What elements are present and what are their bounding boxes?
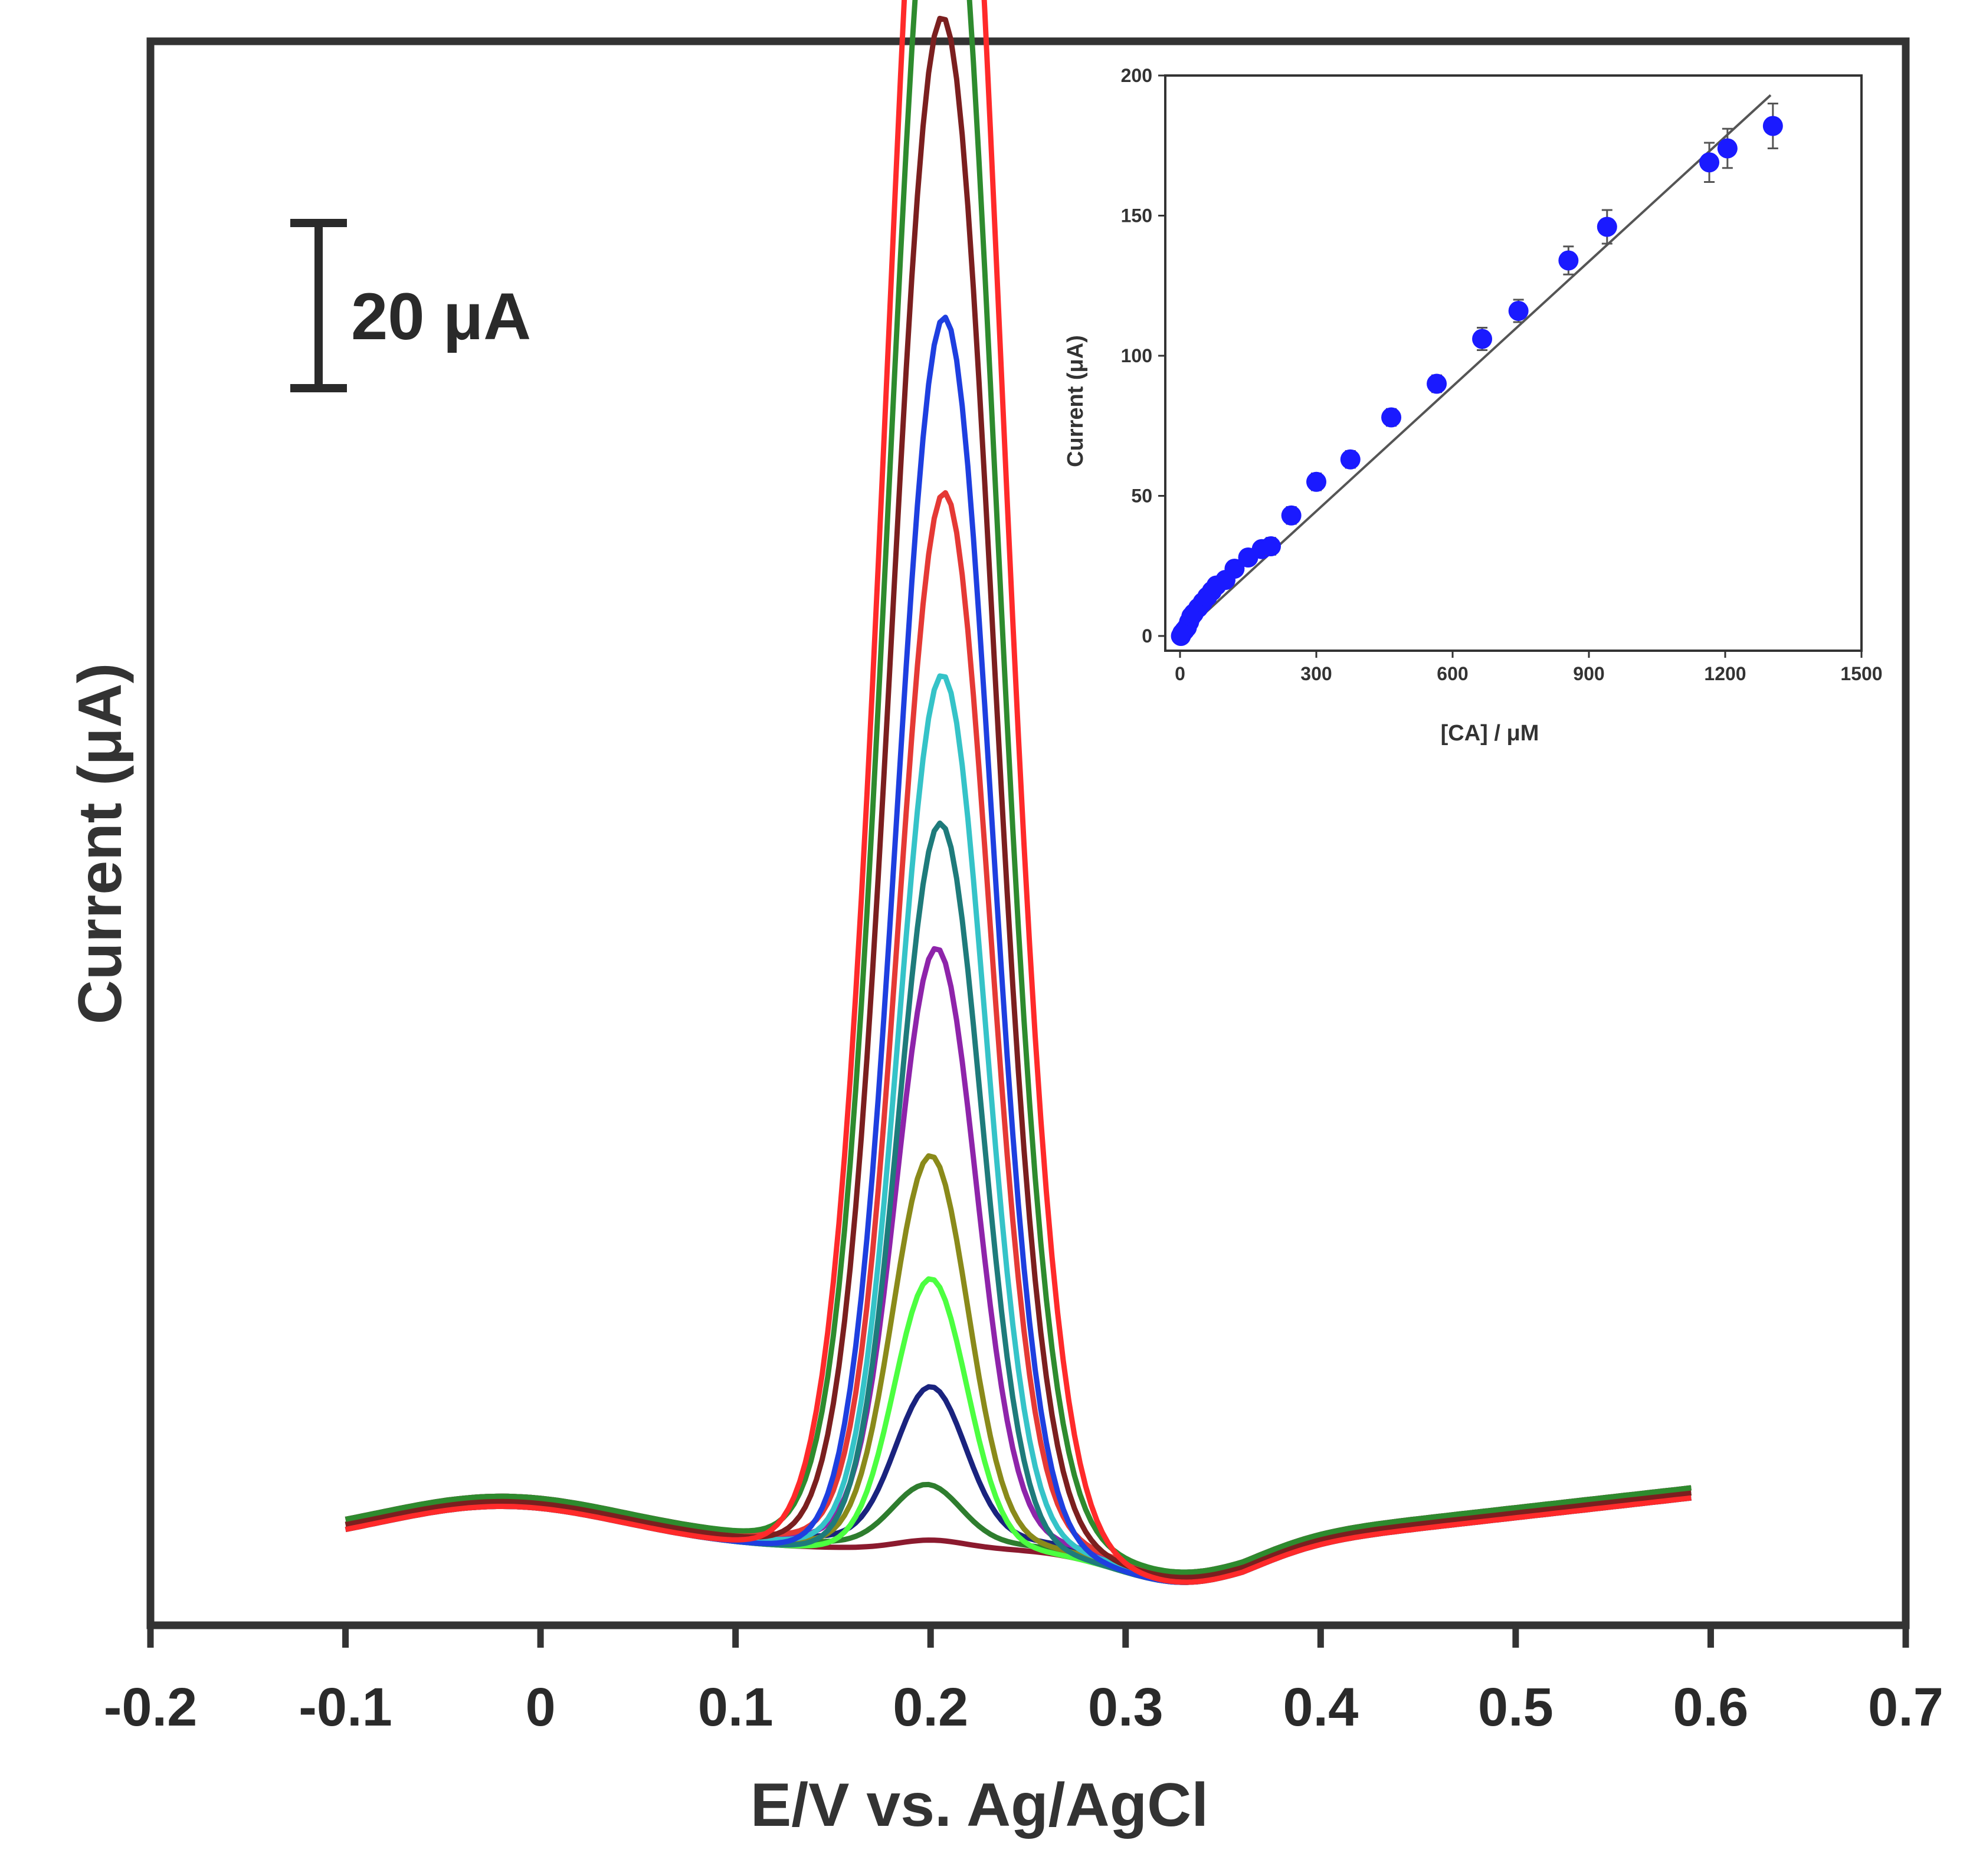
- data-point: [1597, 217, 1617, 237]
- data-point: [1472, 329, 1493, 349]
- data-point: [1281, 505, 1302, 526]
- main-x-tick-label: 0.3: [1088, 1677, 1164, 1737]
- data-point: [1558, 250, 1579, 271]
- inset-data-points: [1171, 103, 1783, 646]
- voltammogram-curve: [345, 0, 1692, 1575]
- main-x-tick-label: 0.7: [1868, 1677, 1943, 1737]
- main-x-tick-label: 0.2: [893, 1677, 968, 1737]
- data-point: [1508, 301, 1529, 321]
- inset-x-tick-label: 900: [1573, 663, 1604, 684]
- inset-plot-frame: [1164, 74, 1863, 652]
- inset-ticks: 0 300 600 900 1200 1500 0 50 100 150 200: [1121, 65, 1883, 684]
- scale-bar: 20 μA: [290, 219, 531, 392]
- main-x-tick-label: 0: [526, 1677, 556, 1737]
- inset-x-tick-label: 1500: [1840, 663, 1882, 684]
- inset-x-tick-label: 300: [1300, 663, 1332, 684]
- inset-y-axis-title: Current (μA): [1063, 335, 1088, 467]
- inset-x-tick-label: 600: [1437, 663, 1468, 684]
- main-x-axis-title: E/V vs. Ag/AgCl: [750, 1771, 1208, 1839]
- inset-y-tick-label: 150: [1121, 205, 1152, 227]
- main-x-tick-label: -0.2: [104, 1677, 198, 1737]
- main-x-tick-label: 0.5: [1478, 1677, 1554, 1737]
- inset-y-tick-label: 0: [1142, 625, 1152, 647]
- inset-x-tick-label: 1200: [1704, 663, 1746, 684]
- inset-y-tick-label: 50: [1131, 486, 1152, 507]
- main-x-ticks: -0.2 -0.1 0 0.1 0.2 0.3 0.4 0.5 0.6 0.7: [104, 1625, 1943, 1737]
- data-point: [1261, 536, 1281, 556]
- data-point: [1717, 138, 1738, 159]
- scale-bar-label: 20 μA: [351, 280, 531, 353]
- main-y-axis-title: Current (μA): [66, 663, 135, 1024]
- voltammogram-curve: [345, 15, 1692, 1580]
- main-x-tick-label: 0.1: [698, 1677, 774, 1737]
- main-x-tick-label: -0.1: [299, 1677, 392, 1737]
- data-point: [1699, 152, 1720, 173]
- main-x-tick-label: 0.4: [1283, 1677, 1358, 1737]
- data-point: [1224, 559, 1245, 579]
- data-point: [1381, 407, 1402, 428]
- inset-y-tick-label: 200: [1121, 65, 1152, 86]
- data-point: [1306, 471, 1326, 492]
- voltammogram-curve: [345, 0, 1692, 1585]
- inset-y-tick-label: 100: [1121, 345, 1152, 366]
- data-point: [1340, 449, 1361, 470]
- voltammogram-curves: [345, 0, 1692, 1585]
- inset-x-axis-title: [CA] / μM: [1441, 721, 1539, 746]
- data-point: [1762, 116, 1783, 136]
- inset-x-tick-label: 0: [1175, 663, 1185, 684]
- inset-chart: 0 300 600 900 1200 1500 0 50 100 150 200 [CA] / μM…: [1063, 65, 1883, 746]
- main-x-tick-label: 0.6: [1673, 1677, 1748, 1737]
- data-point: [1427, 373, 1447, 394]
